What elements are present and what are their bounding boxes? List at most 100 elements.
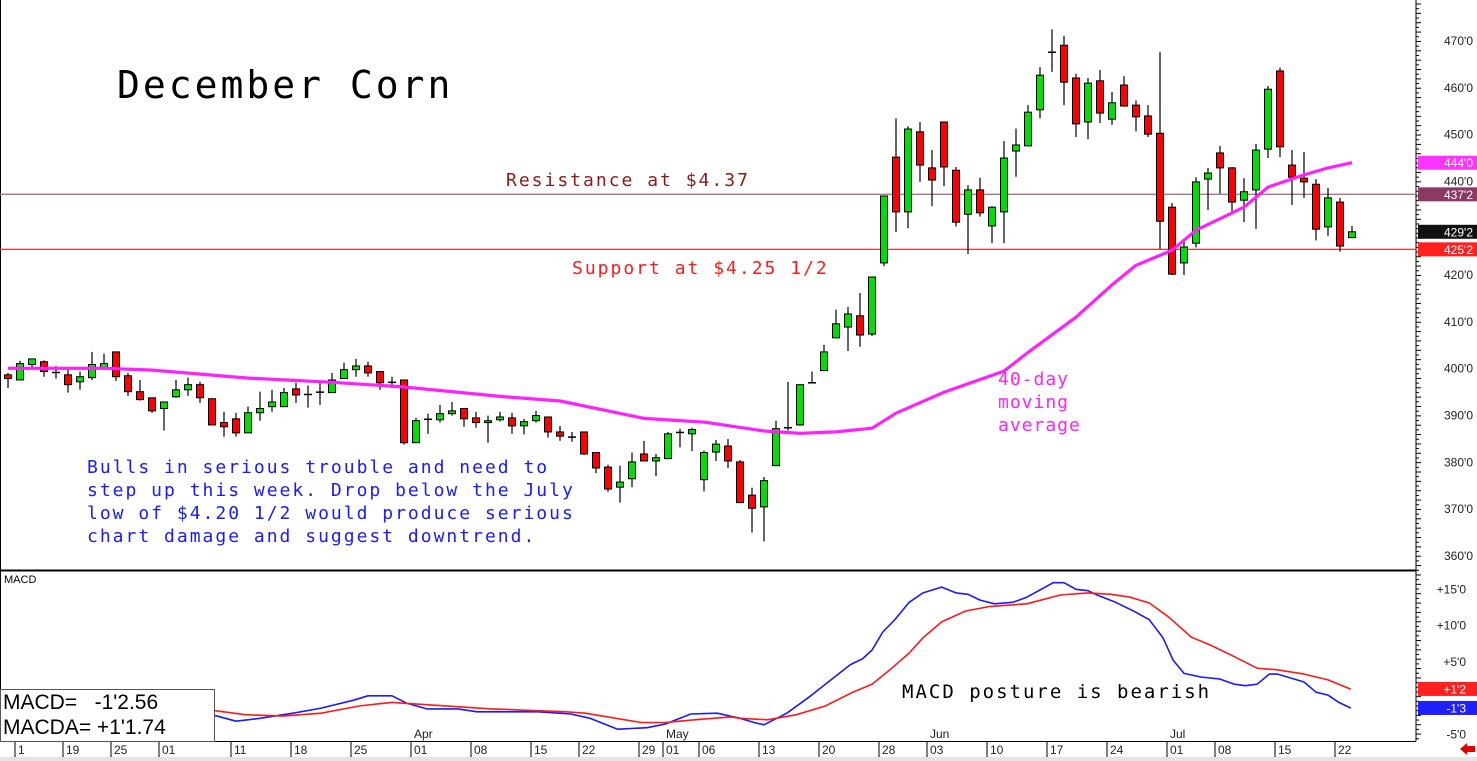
candle-body-up — [16, 363, 24, 381]
candle — [1324, 188, 1332, 236]
candle-body-down — [580, 431, 588, 455]
candle-body-up — [820, 351, 828, 372]
candle — [928, 150, 936, 207]
candle-body-up — [280, 392, 288, 408]
signal-value-badge: +1'2 — [1418, 681, 1477, 696]
last-price-badge: 429'2 — [1418, 224, 1477, 239]
candle-body-down — [1072, 77, 1080, 125]
chart-title: December Corn — [117, 63, 454, 107]
candle — [616, 465, 624, 503]
macd-tick-label: +5'0 — [1443, 655, 1466, 669]
month-label: Jun — [930, 727, 949, 741]
candle-body-up — [1240, 191, 1248, 201]
candle — [160, 401, 168, 431]
candle — [1156, 52, 1164, 249]
candle-body-down — [976, 189, 984, 214]
date-tick-label: 01 — [1170, 743, 1184, 757]
candle — [136, 379, 144, 401]
candle-body-up — [712, 443, 720, 453]
candle — [808, 371, 816, 384]
candle-body-down — [400, 379, 408, 444]
candle-body-up — [844, 313, 852, 328]
candle-body-down — [592, 452, 600, 469]
date-tick-label: 08 — [1218, 743, 1232, 757]
macd-readout-value: MACD= -1'2.56 — [3, 691, 159, 714]
candle — [1060, 35, 1068, 106]
candle — [184, 377, 192, 396]
month-label: Apr — [414, 727, 433, 741]
candle-body-down — [736, 461, 744, 504]
candle — [772, 420, 780, 467]
candle-body-down — [856, 315, 864, 336]
price-tick-label: 470'0 — [1444, 34, 1473, 48]
candle — [280, 387, 288, 408]
candle — [268, 389, 276, 412]
candle — [64, 367, 72, 393]
candle — [748, 487, 756, 533]
candle-body-up — [1012, 144, 1020, 152]
candle — [688, 427, 696, 452]
support-value-badge: 425'2 — [1418, 242, 1477, 257]
candle — [1000, 141, 1008, 244]
ma-value-badge: 444'0 — [1418, 155, 1477, 170]
candle-body-up — [868, 276, 876, 335]
candle-body-up — [532, 415, 540, 422]
candle-body-down — [1276, 70, 1284, 148]
candle-body-down — [640, 453, 648, 462]
candle — [1180, 240, 1188, 276]
price-tick-label: 460'0 — [1444, 81, 1473, 95]
candle — [580, 431, 588, 455]
candle-body-down — [544, 416, 552, 433]
candle-body-down — [940, 121, 948, 168]
price-tick-label: 360'0 — [1444, 549, 1473, 563]
candle — [820, 344, 828, 372]
resistance-label: Resistance at $4.37 — [506, 170, 750, 191]
candle — [628, 452, 636, 488]
candle-body-down — [196, 384, 204, 399]
candle — [1108, 92, 1116, 125]
candle — [4, 372, 12, 388]
candle — [712, 439, 720, 461]
candle — [1036, 67, 1044, 119]
candle-body-down — [220, 422, 228, 428]
candle-body-down — [604, 466, 612, 490]
candle-body-down — [4, 374, 12, 380]
candle — [16, 360, 24, 381]
candle — [1276, 67, 1284, 158]
candle — [700, 450, 708, 492]
macd-readout: MACD= -1'2.56 MACDA= +1'1.74 — [0, 689, 215, 742]
candle — [1012, 128, 1020, 177]
candle — [1264, 85, 1272, 159]
candle-body-up — [964, 189, 972, 215]
candle — [988, 206, 996, 244]
badge-bg — [1418, 242, 1477, 257]
candle — [1084, 77, 1092, 140]
date-tick-label: 03 — [930, 743, 944, 757]
candle — [796, 384, 804, 426]
candle — [784, 381, 792, 431]
macd-tick-label: -5'0 — [1446, 727, 1466, 741]
date-tick-label: 22 — [582, 743, 596, 757]
candle-body-up — [496, 416, 504, 421]
candle — [940, 121, 948, 187]
candle — [1312, 179, 1320, 241]
candle — [88, 351, 96, 380]
candle — [1336, 197, 1344, 252]
badge-bg — [1418, 700, 1477, 715]
candle-body-down — [1168, 206, 1176, 275]
candle-body-up — [832, 323, 840, 339]
candle — [436, 404, 444, 423]
candle-body-up — [484, 420, 492, 424]
candle — [292, 382, 300, 403]
candle-body-down — [64, 374, 72, 386]
bottom-strip — [0, 757, 1477, 761]
candle — [76, 371, 84, 390]
candle — [448, 401, 456, 416]
badge-label: 429'2 — [1444, 225, 1473, 239]
price-tick-label: 370'0 — [1444, 502, 1473, 516]
month-label: Jul — [1170, 727, 1185, 741]
candle-body-down — [508, 417, 516, 427]
date-tick-label: 10 — [990, 743, 1004, 757]
candle — [352, 358, 360, 377]
candle — [880, 195, 888, 267]
